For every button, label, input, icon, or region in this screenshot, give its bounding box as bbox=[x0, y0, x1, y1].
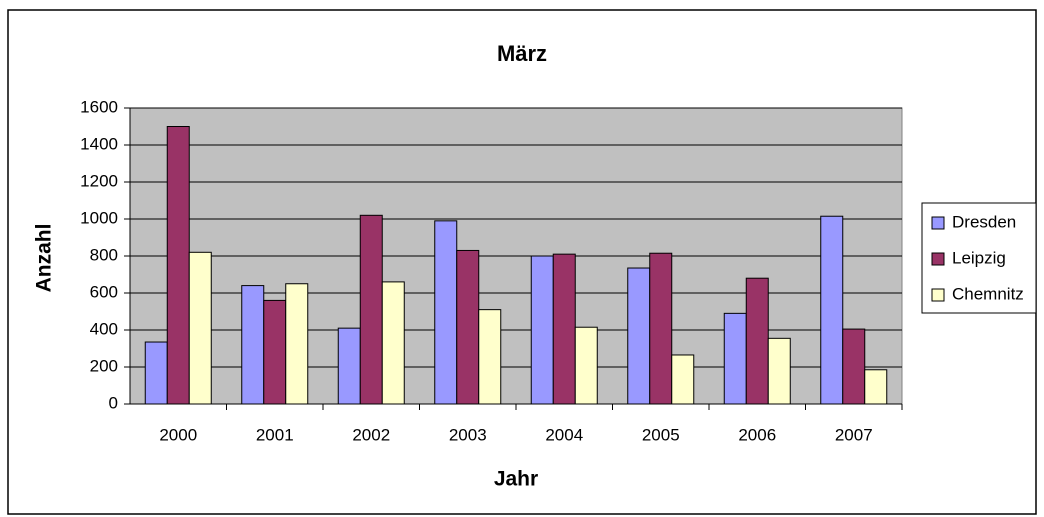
x-tick-label: 2001 bbox=[256, 425, 294, 444]
bar bbox=[649, 252, 673, 405]
bar bbox=[478, 309, 502, 405]
bar bbox=[144, 341, 168, 405]
legend-swatch bbox=[931, 288, 945, 302]
bar bbox=[434, 220, 458, 405]
x-tick-label: 2006 bbox=[738, 425, 776, 444]
legend-swatch bbox=[931, 252, 945, 266]
y-tick-label: 200 bbox=[90, 356, 118, 375]
y-axis-title: Anzahl bbox=[33, 224, 56, 293]
y-tick-label: 0 bbox=[109, 393, 118, 412]
y-tick-label: 400 bbox=[90, 319, 118, 338]
bar bbox=[671, 354, 695, 405]
bar bbox=[381, 281, 405, 405]
bar bbox=[574, 326, 598, 405]
bar bbox=[820, 215, 844, 405]
bar bbox=[166, 126, 190, 405]
bar bbox=[241, 285, 265, 405]
bar bbox=[552, 253, 576, 405]
x-tick-label: 2004 bbox=[545, 425, 583, 444]
x-tick-label: 2003 bbox=[449, 425, 487, 444]
bar bbox=[359, 214, 383, 405]
bar bbox=[627, 267, 651, 405]
y-tick-label: 800 bbox=[90, 245, 118, 264]
x-tick-label: 2002 bbox=[352, 425, 390, 444]
x-tick-label: 2007 bbox=[835, 425, 873, 444]
bar bbox=[456, 249, 480, 405]
legend-label: Leipzig bbox=[952, 248, 1006, 267]
bar bbox=[864, 369, 888, 405]
y-tick-label: 1600 bbox=[80, 97, 118, 116]
x-tick-label: 2000 bbox=[159, 425, 197, 444]
bar bbox=[530, 255, 554, 405]
bar bbox=[337, 327, 361, 405]
y-tick-label: 600 bbox=[90, 282, 118, 301]
bar bbox=[767, 337, 791, 405]
bar bbox=[723, 312, 747, 405]
bar bbox=[842, 328, 866, 405]
bar bbox=[745, 277, 769, 405]
y-tick-label: 1400 bbox=[80, 134, 118, 153]
chart-title: März bbox=[497, 41, 547, 66]
x-tick-label: 2005 bbox=[642, 425, 680, 444]
bar bbox=[263, 299, 287, 405]
y-tick-label: 1000 bbox=[80, 208, 118, 227]
legend-label: Chemnitz bbox=[952, 284, 1024, 303]
bar bbox=[285, 283, 309, 405]
y-tick-label: 1200 bbox=[80, 171, 118, 190]
legend-label: Dresden bbox=[952, 212, 1016, 231]
x-axis-title: Jahr bbox=[494, 468, 538, 491]
legend-swatch bbox=[931, 216, 945, 230]
bar bbox=[188, 251, 212, 405]
